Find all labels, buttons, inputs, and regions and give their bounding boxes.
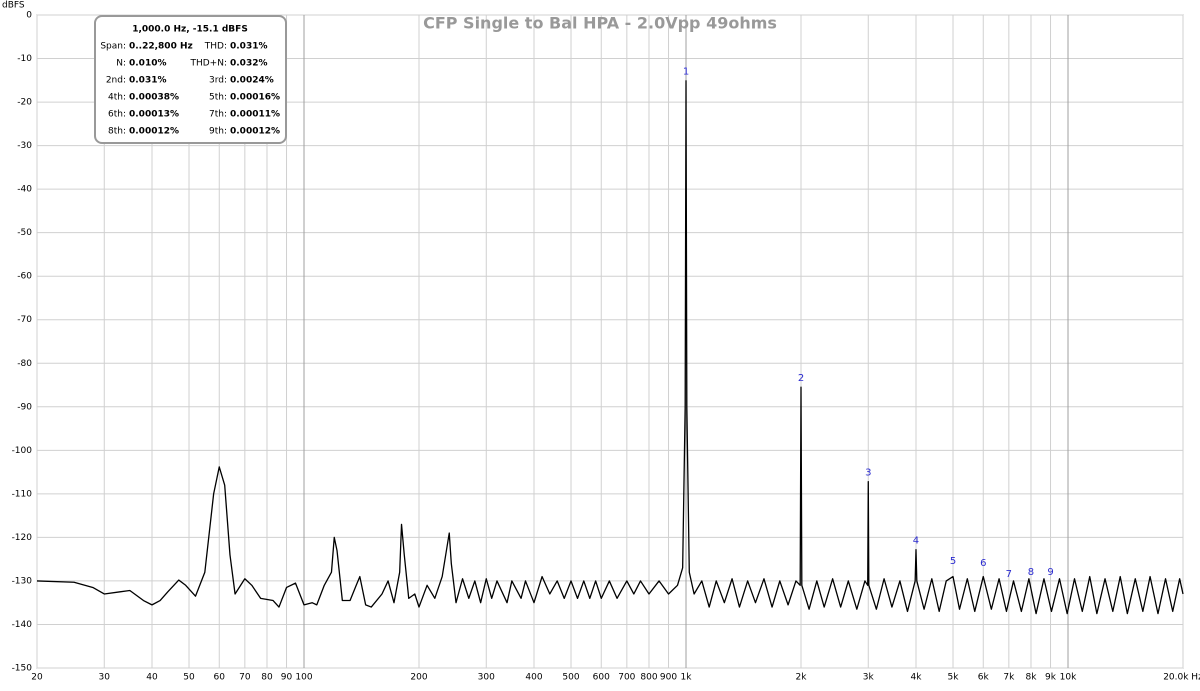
x-tick-label: 30 — [99, 673, 111, 683]
y-tick-label: -130 — [12, 576, 33, 586]
y-tick-label: 0 — [26, 11, 32, 21]
x-tick-label: 900 — [660, 673, 677, 683]
info-label: 5th: — [209, 93, 227, 103]
x-tick-label: 600 — [593, 673, 610, 683]
info-label: 3rd: — [209, 76, 227, 86]
y-tick-label: -50 — [17, 228, 32, 238]
info-value: 0.031% — [230, 42, 268, 52]
x-tick-label: 100 — [295, 673, 312, 683]
x-tick-label: 8k — [1026, 673, 1038, 683]
x-tick-label: 40 — [146, 673, 158, 683]
x-tick-label: 300 — [478, 673, 495, 683]
x-tick-label: 3k — [863, 673, 875, 683]
y-tick-label: -60 — [17, 272, 32, 282]
info-label: THD+N: — [189, 59, 227, 69]
x-tick-label: 5k — [948, 673, 960, 683]
x-tick-label: 9k — [1045, 673, 1057, 683]
x-tick-label: 2k — [796, 673, 808, 683]
y-tick-label: -110 — [12, 489, 33, 499]
info-title: 1,000.0 Hz, -15.1 dBFS — [132, 25, 248, 35]
info-label: N: — [116, 59, 126, 69]
info-value: 0.00012% — [129, 127, 179, 137]
harmonic-marker: 7 — [1006, 569, 1012, 580]
y-tick-label: -40 — [17, 185, 32, 195]
info-label: THD: — [204, 42, 227, 52]
x-tick-label: 400 — [525, 673, 542, 683]
info-value: 0.032% — [230, 59, 268, 69]
y-tick-label: -80 — [17, 359, 32, 369]
x-tick-label: 7k — [1003, 673, 1015, 683]
info-label: 8th: — [108, 127, 126, 137]
harmonic-marker: 1 — [683, 67, 689, 78]
y-axis-label: dBFS — [2, 1, 25, 11]
y-tick-label: -10 — [17, 54, 32, 64]
info-label: 6th: — [108, 110, 126, 120]
info-label: 7th: — [209, 110, 227, 120]
info-value: 0.031% — [129, 76, 167, 86]
y-tick-label: -150 — [12, 664, 33, 674]
x-tick-label: 1k — [681, 673, 693, 683]
x-tick-label: 500 — [562, 673, 579, 683]
x-tick-label: 4k — [911, 673, 923, 683]
info-value: 0.0024% — [230, 76, 274, 86]
x-tick-label: 10k — [1060, 673, 1077, 683]
harmonic-marker: 6 — [980, 558, 986, 569]
y-tick-label: -30 — [17, 141, 32, 151]
x-tick-label: 80 — [261, 673, 273, 683]
harmonic-marker: 2 — [798, 373, 804, 384]
harmonic-marker: 3 — [865, 468, 871, 479]
info-label: 9th: — [209, 127, 227, 137]
info-value: 0.00038% — [129, 93, 179, 103]
x-tick-label: 90 — [281, 673, 293, 683]
spectrum-line — [36, 80, 1184, 615]
x-tick-label: 200 — [410, 673, 427, 683]
info-value: 0.00016% — [230, 93, 280, 103]
y-tick-label: -90 — [17, 402, 32, 412]
info-value: 0.00012% — [230, 127, 280, 137]
info-value: 0.00011% — [230, 110, 280, 120]
x-tick-label: 60 — [214, 673, 226, 683]
x-tick-label: 700 — [618, 673, 635, 683]
x-tick-label: 70 — [239, 673, 251, 683]
x-tick-label: 6k — [978, 673, 990, 683]
harmonic-marker: 4 — [913, 536, 919, 547]
x-tick-label: 20 — [31, 673, 43, 683]
y-tick-label: -20 — [17, 98, 32, 108]
y-tick-label: -140 — [12, 620, 33, 630]
x-tick-label: 800 — [640, 673, 657, 683]
info-label: 4th: — [108, 93, 126, 103]
chart-title: CFP Single to Bal HPA - 2.0Vpp 49ohms — [423, 14, 777, 33]
info-box — [94, 15, 287, 144]
info-label: Span: — [100, 42, 126, 52]
y-tick-label: -70 — [17, 315, 32, 325]
harmonic-marker: 9 — [1047, 567, 1053, 578]
info-value: 0.010% — [129, 59, 167, 69]
x-tick-label: 50 — [183, 673, 195, 683]
info-value: 0..22,800 Hz — [129, 42, 193, 52]
x-tick-label: 20.0k Hz — [1163, 673, 1200, 683]
y-tick-label: -100 — [12, 446, 33, 456]
harmonic-marker: 5 — [950, 556, 956, 567]
y-tick-label: -120 — [12, 533, 33, 543]
harmonic-marker: 8 — [1028, 567, 1034, 578]
info-value: 0.00013% — [129, 110, 179, 120]
info-label: 2nd: — [106, 76, 126, 86]
